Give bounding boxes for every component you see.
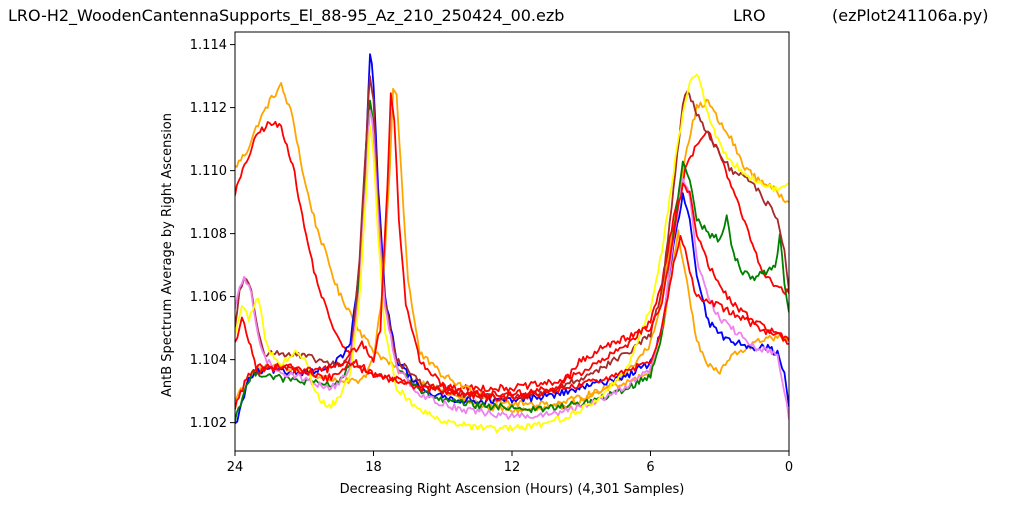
y-tick-label: 1.112	[190, 101, 227, 116]
plot-frame	[234, 31, 790, 452]
series-line-9	[235, 182, 789, 399]
series-line-5	[235, 99, 789, 422]
x-tick-label: 18	[365, 460, 382, 475]
chart-header-filename: LRO-H2_WoodenCantennaSupports_El_88-95_A…	[8, 6, 565, 25]
series-line-7	[235, 109, 789, 420]
y-tick-label: 1.104	[190, 353, 227, 368]
series-line-3	[235, 87, 789, 408]
y-tick-label: 1.114	[190, 38, 227, 53]
x-tick-label: 12	[504, 460, 521, 475]
series-line-10	[235, 92, 789, 410]
x-axis-label: Decreasing Right Ascension (Hours) (4,30…	[340, 482, 685, 497]
x-tick-label: 6	[646, 460, 654, 475]
axes-layer: 24 18 12 6 0 1.102 1.104 1.106 1.108 1.110 1.112 1.…	[190, 31, 793, 475]
y-axis-label: AntB Spectrum Average by Right Ascension	[160, 113, 175, 397]
y-tick-label: 1.102	[190, 416, 227, 431]
chart-header-station: LRO	[733, 6, 766, 25]
series-line-8	[235, 73, 789, 434]
x-tick-label: 24	[227, 460, 244, 475]
y-tick-label: 1.108	[190, 227, 227, 242]
y-tick-label: 1.110	[190, 164, 227, 179]
series-line-1	[235, 82, 789, 414]
y-tick-label: 1.106	[190, 290, 227, 305]
series-line-2	[235, 120, 789, 393]
series-line-6	[235, 75, 789, 402]
x-tick-label: 0	[785, 460, 793, 475]
series-layer	[235, 53, 789, 434]
chart-header-script: (ezPlot241106a.py)	[832, 6, 989, 25]
